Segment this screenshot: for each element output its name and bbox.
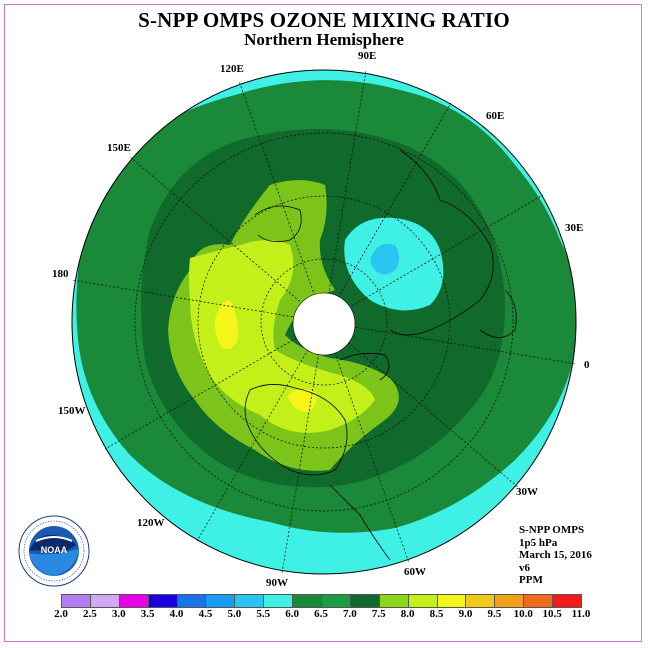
colorbar-tick-label: 7.5 — [371, 608, 386, 620]
colorbar-segment — [176, 594, 207, 608]
colorbar-tick-label: 9.0 — [458, 608, 473, 620]
lon-label-120w: 120W — [137, 517, 165, 529]
colorbar-tick-label: 3.5 — [140, 608, 155, 620]
colorbar-tick-label: 7.0 — [343, 608, 357, 620]
noaa-logo-icon: NOAA — [18, 515, 90, 587]
colorbar-segment — [349, 594, 380, 608]
colorbar-segment — [552, 594, 583, 608]
colorbar-segment — [205, 594, 236, 608]
lon-label-120e: 120E — [220, 63, 244, 75]
info-instrument: S-NPP OMPS — [519, 524, 585, 536]
colorbar-segment — [292, 594, 323, 608]
colorbar — [61, 594, 583, 608]
colorbar-tick-label: 11.0 — [571, 608, 591, 620]
lon-label-90w: 90W — [266, 577, 288, 589]
noaa-logo-text: NOAA — [41, 545, 68, 555]
colorbar-tick-label: 3.0 — [111, 608, 126, 620]
info-units: PPM — [519, 574, 543, 586]
colorbar-segment — [321, 594, 351, 608]
colorbar-tick-label: 2.5 — [83, 608, 97, 620]
colorbar-segment — [89, 594, 120, 608]
contour-8-0-west — [214, 300, 239, 349]
colorbar-segment — [523, 594, 554, 608]
map-boundary — [71, 69, 577, 575]
lon-label-30e: 30E — [565, 222, 584, 234]
colorbar-segment — [147, 594, 178, 608]
lon-label-60e: 60E — [486, 110, 505, 122]
contour-7-5 — [189, 240, 375, 433]
colorbar-tick-label: 10.0 — [513, 608, 533, 620]
colorbar-tick-label: 8.0 — [400, 608, 415, 620]
lon-label-0: 0 — [584, 359, 590, 371]
colorbar-tick-label: 6.0 — [285, 608, 299, 620]
info-version: v6 — [519, 561, 530, 574]
page-frame — [4, 4, 642, 642]
colorbar-tick-label: 6.5 — [314, 608, 328, 620]
contour-8-0-south — [288, 389, 317, 412]
lon-label-150w: 150W — [58, 405, 86, 417]
colorbar-tick-label: 8.5 — [429, 608, 444, 620]
colorbar-segment — [234, 594, 265, 608]
colorbar-tick-label: 5.0 — [227, 608, 242, 620]
colorbar-tick-label: 5.5 — [256, 608, 271, 620]
colorbar-segment — [118, 594, 149, 608]
contour-5-0 — [370, 243, 400, 275]
lon-label-150e: 150E — [107, 142, 131, 154]
lon-label-30w: 30W — [516, 486, 538, 498]
colorbar-segment — [465, 594, 496, 608]
lon-label-60w: 60W — [404, 566, 426, 578]
colorbar-segment — [436, 594, 467, 608]
info-date: March 15, 2016 — [519, 549, 592, 561]
colorbar-tick-label: 4.5 — [198, 608, 213, 620]
colorbar-tick-label: 2.0 — [54, 608, 68, 620]
lon-label-180: 180 — [52, 268, 69, 280]
colorbar-tick-label: 10.5 — [542, 608, 562, 620]
info-level: 1p5 hPa — [519, 536, 558, 549]
product-info: S-NPP OMPS 1p5 hPa March 15, 2016 v6 PPM — [519, 524, 592, 587]
colorbar-tick-label: 4.0 — [169, 608, 184, 620]
colorbar-segment — [407, 594, 438, 608]
coastlines — [244, 149, 517, 561]
colorbar-segment — [378, 594, 409, 608]
map-subtitle: Northern Hemisphere — [244, 30, 404, 49]
colorbar-segment — [61, 594, 91, 608]
lon-label-90e: 90E — [358, 50, 377, 62]
colorbar-segment — [494, 594, 525, 608]
colorbar-tick-label: 9.5 — [487, 608, 502, 620]
polar-gap — [292, 292, 356, 356]
colorbar-segment — [263, 594, 294, 608]
map-title: S-NPP OMPS OZONE MIXING RATIO — [138, 8, 510, 32]
graticule — [71, 70, 577, 574]
